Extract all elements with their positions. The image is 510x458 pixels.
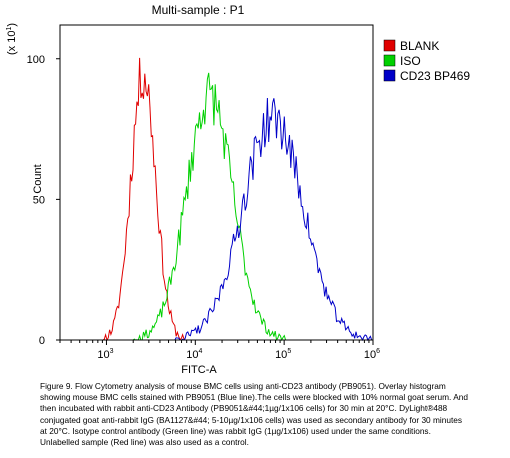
legend-swatch [383,69,396,82]
y-tick-label: 50 [33,194,45,206]
figure-caption: Figure 9. Flow Cytometry analysis of mou… [40,381,502,448]
legend-swatch [383,54,396,67]
caption-line: at 20°C. Isotype control antibody (Green… [40,425,431,436]
chart-title: Multi-sample : P1 [152,3,245,17]
caption-line: then incubated with rabbit anti-CD23 Ant… [40,403,448,414]
y-tick-label: 100 [27,54,45,66]
legend-label: ISO [400,54,421,68]
legend-swatch [383,39,396,52]
y-multiplier-label: (x 101) [6,23,18,55]
histogram-series-3 [60,97,373,342]
x-tick-label: 105 [275,348,291,361]
x-tick-label: 104 [186,348,202,361]
y-axis-label: Count [32,164,44,193]
x-tick-label: 103 [97,348,113,361]
axes: 0 50 100 103 104 105 106 [27,54,381,361]
caption-line: Figure 9. Flow Cytometry analysis of mou… [40,381,446,391]
legend-label: BLANK [400,39,439,53]
plot-area [60,57,373,342]
caption-line: Unlabelled sample (Red line) was also us… [40,437,249,448]
caption-line: showing mouse BMC cells stained with PB9… [40,392,468,403]
flow-cytometry-chart: Multi-sample : P1 (x 101) Count FITC-A 0… [6,3,470,376]
plot-frame [59,24,374,341]
x-tick-label: 106 [364,348,380,361]
x-axis-label: FITC-A [181,364,217,376]
y-tick-label: 0 [39,335,45,347]
caption-line: conjugated goat anti-rabbit IgG (BA1127&… [40,414,463,425]
histogram-series-2 [60,72,373,342]
legend-label: CD23 BP469 [400,69,470,83]
